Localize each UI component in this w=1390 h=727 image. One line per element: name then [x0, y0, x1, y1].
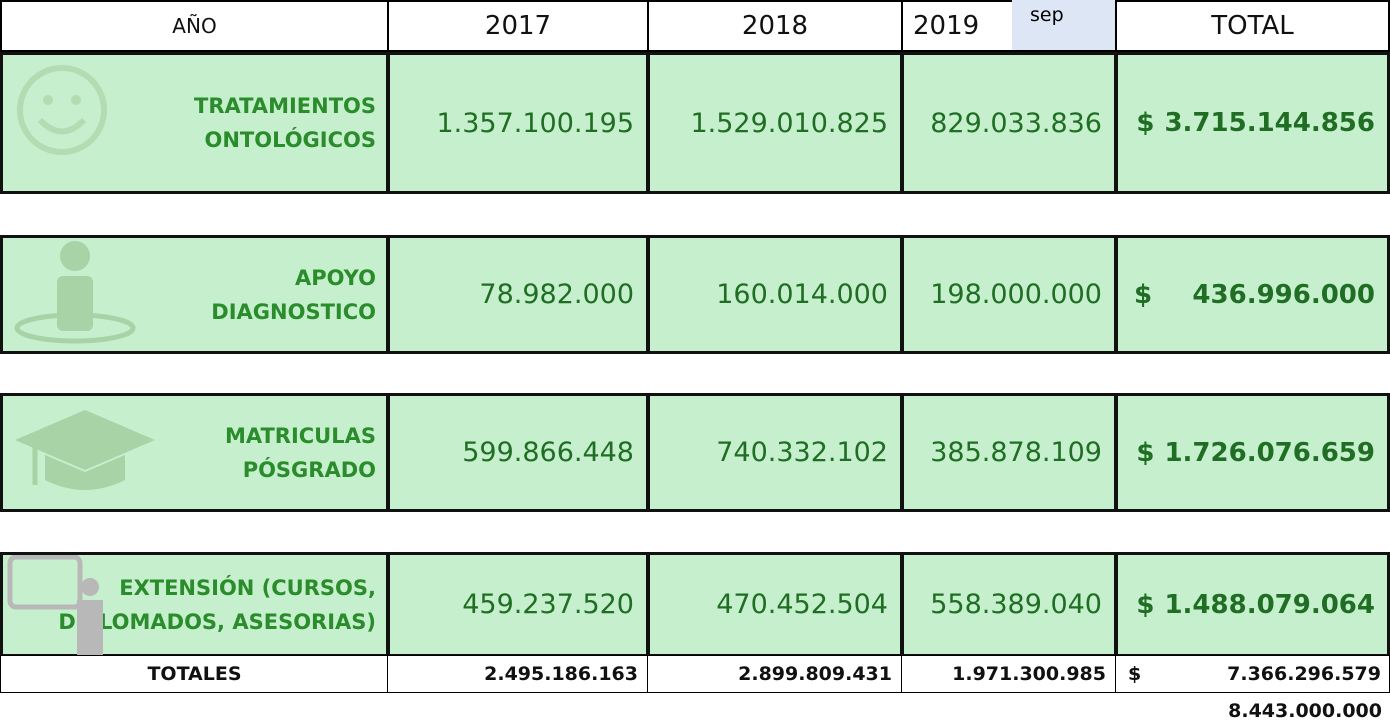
row-label-line: TRATAMIENTOS: [194, 94, 376, 118]
value-cell: 160.014.000: [647, 235, 903, 354]
currency: $: [1136, 589, 1155, 620]
value-cell: 829.033.836: [901, 52, 1117, 194]
row-label-line: MATRICULAS: [224, 423, 376, 448]
row-label-line: PÓSGRADO: [242, 457, 376, 482]
total-amount: 1.726.076.659: [1164, 437, 1375, 468]
value-cell: 78.982.000: [387, 235, 649, 354]
currency: $: [1136, 108, 1155, 138]
total-amount: 436.996.000: [1192, 279, 1375, 310]
row-label-line: APOYO: [294, 265, 376, 290]
header-total: TOTAL: [1115, 0, 1390, 52]
row-label: TRATAMIENTOS ONTOLÓGICOS: [0, 52, 389, 194]
totals-value: 2.495.186.163: [387, 655, 649, 693]
currency: $: [1136, 437, 1155, 468]
value-cell: 470.452.504: [647, 552, 903, 657]
total-cell: $436.996.000: [1115, 235, 1390, 354]
total-amount: 1.488.079.064: [1164, 589, 1375, 620]
row-label-line: DIPLOMADOS, ASESORIAS): [58, 609, 376, 634]
value-cell: 740.332.102: [647, 393, 903, 512]
header-year: 2017: [387, 0, 649, 52]
value-cell: 385.878.109: [901, 393, 1117, 512]
value-cell: 558.389.040: [901, 552, 1117, 657]
value-cell: 599.866.448: [387, 393, 649, 512]
icon-teacher: [7, 555, 103, 655]
total-cell: $3.715.144.856: [1115, 52, 1390, 194]
totals-total: $7.366.296.579: [1115, 655, 1390, 693]
total-cell: $1.488.079.064: [1115, 552, 1390, 657]
value-cell: 1.357.100.195: [387, 52, 649, 194]
currency: $: [1134, 279, 1153, 310]
total-amount: 3.715.144.856: [1164, 108, 1375, 138]
value-cell: 459.237.520: [387, 552, 649, 657]
totals-value: 1.971.300.985: [901, 655, 1117, 693]
total-cell: $1.726.076.659: [1115, 393, 1390, 512]
icon-person: [14, 241, 136, 344]
header-note: sep: [1012, 0, 1115, 50]
header-label: AÑO: [0, 0, 389, 52]
header-year: 2018: [647, 0, 903, 52]
icon-cap: [15, 410, 155, 490]
icon-smiley: [17, 65, 107, 155]
extra-amount: 8.443.000.000: [1228, 699, 1382, 722]
value-cell: 198.000.000: [901, 235, 1117, 354]
totals-value: 2.899.809.431: [647, 655, 903, 693]
row-label-line: EXTENSIÓN (CURSOS,: [119, 575, 376, 600]
row-label-line: ONTOLÓGICOS: [204, 128, 376, 152]
total-amount: 7.366.296.579: [1227, 663, 1381, 685]
row-label-line: DIAGNOSTICO: [211, 299, 376, 324]
value-cell: 1.529.010.825: [647, 52, 903, 194]
totals-label: TOTALES: [0, 655, 389, 693]
currency: $: [1128, 663, 1142, 685]
